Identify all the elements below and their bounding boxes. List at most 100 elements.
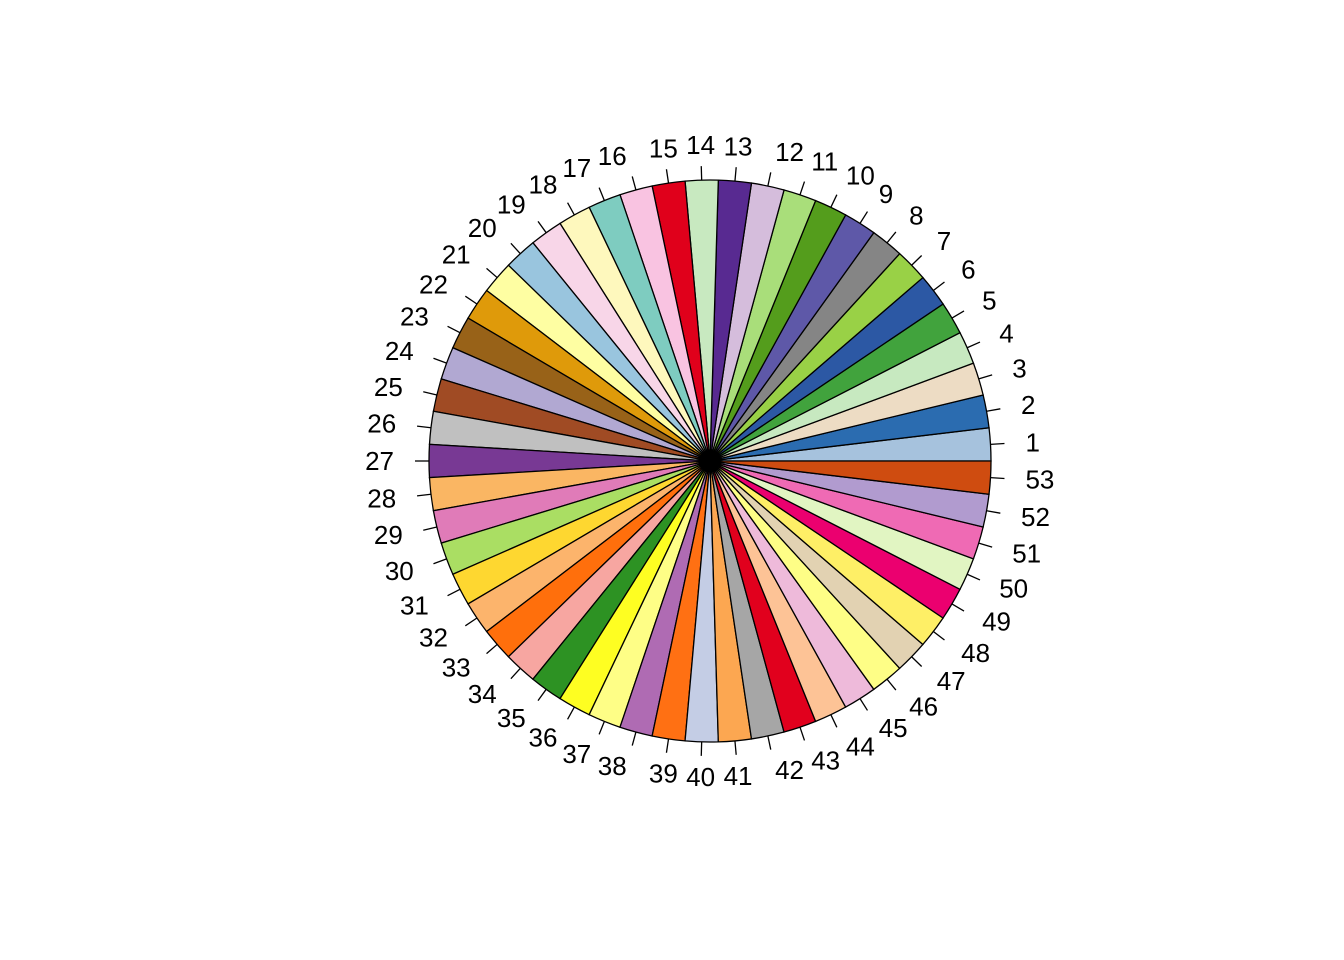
label-tick-32 bbox=[464, 617, 478, 627]
label-tick-45 bbox=[859, 698, 869, 711]
slice-label-7: 7 bbox=[937, 226, 951, 256]
slice-label-18: 18 bbox=[529, 169, 558, 199]
slice-label-26: 26 bbox=[367, 409, 396, 439]
slice-label-6: 6 bbox=[961, 254, 975, 284]
slice-label-45: 45 bbox=[879, 713, 908, 743]
label-tick-15 bbox=[665, 169, 670, 184]
label-tick-9 bbox=[859, 211, 869, 224]
slice-label-48: 48 bbox=[961, 638, 990, 668]
slice-label-30: 30 bbox=[385, 556, 414, 586]
label-tick-7 bbox=[911, 255, 923, 266]
slice-label-51: 51 bbox=[1012, 538, 1041, 568]
label-tick-35 bbox=[537, 688, 547, 702]
slice-label-2: 2 bbox=[1021, 390, 1035, 420]
slice-label-16: 16 bbox=[598, 141, 627, 171]
slice-label-40: 40 bbox=[686, 762, 715, 792]
slice-label-12: 12 bbox=[775, 137, 804, 167]
slice-label-43: 43 bbox=[811, 745, 840, 775]
slice-label-25: 25 bbox=[374, 372, 403, 402]
slice-label-32: 32 bbox=[419, 623, 448, 653]
slice-label-5: 5 bbox=[982, 285, 996, 315]
slice-label-36: 36 bbox=[529, 723, 558, 753]
label-tick-22 bbox=[464, 295, 478, 305]
label-tick-11 bbox=[799, 181, 806, 196]
label-tick-19 bbox=[537, 220, 547, 234]
slice-label-13: 13 bbox=[724, 131, 753, 161]
label-tick-38 bbox=[631, 731, 637, 746]
slice-label-38: 38 bbox=[598, 751, 627, 781]
label-tick-10 bbox=[830, 194, 838, 208]
slice-label-10: 10 bbox=[846, 161, 875, 191]
slice-label-28: 28 bbox=[367, 483, 396, 513]
pie-slice-53 bbox=[709, 460, 992, 495]
slice-label-3: 3 bbox=[1012, 354, 1026, 384]
label-tick-18 bbox=[567, 202, 575, 216]
label-tick-33 bbox=[486, 643, 498, 655]
slice-label-50: 50 bbox=[999, 573, 1028, 603]
label-tick-29 bbox=[423, 526, 438, 531]
label-tick-13 bbox=[734, 167, 737, 182]
slice-label-4: 4 bbox=[999, 319, 1013, 349]
label-tick-50 bbox=[966, 573, 981, 581]
label-tick-49 bbox=[951, 603, 965, 612]
slice-label-47: 47 bbox=[937, 666, 966, 696]
label-tick-28 bbox=[416, 493, 432, 497]
label-tick-41 bbox=[734, 740, 737, 755]
slice-label-1: 1 bbox=[1025, 427, 1039, 457]
label-tick-16 bbox=[631, 176, 637, 191]
label-tick-52 bbox=[986, 510, 1001, 514]
slice-label-31: 31 bbox=[400, 590, 429, 620]
label-tick-51 bbox=[978, 542, 993, 548]
label-tick-44 bbox=[830, 714, 838, 728]
label-tick-8 bbox=[886, 231, 897, 244]
pie-slices bbox=[428, 179, 992, 743]
slice-label-29: 29 bbox=[374, 520, 403, 550]
label-tick-42 bbox=[767, 735, 772, 750]
slice-label-42: 42 bbox=[775, 755, 804, 785]
slice-labels: 1234567891011121314151617181920212223242… bbox=[365, 130, 1054, 792]
label-tick-39 bbox=[665, 738, 670, 753]
slice-label-15: 15 bbox=[649, 133, 678, 163]
label-tick-37 bbox=[598, 721, 605, 735]
slice-label-14: 14 bbox=[686, 130, 715, 160]
label-tick-34 bbox=[510, 667, 521, 680]
label-ticks bbox=[415, 166, 1005, 756]
slice-label-52: 52 bbox=[1021, 502, 1050, 532]
label-tick-26 bbox=[416, 425, 432, 429]
label-tick-47 bbox=[911, 656, 923, 667]
slice-label-20: 20 bbox=[468, 213, 497, 243]
label-tick-36 bbox=[567, 706, 575, 720]
slice-label-41: 41 bbox=[724, 761, 753, 791]
label-tick-17 bbox=[598, 187, 605, 201]
slice-label-22: 22 bbox=[419, 269, 448, 299]
slice-label-34: 34 bbox=[468, 679, 497, 709]
slice-label-33: 33 bbox=[442, 652, 471, 682]
label-tick-46 bbox=[886, 678, 897, 691]
label-tick-1 bbox=[990, 442, 1005, 445]
slice-label-37: 37 bbox=[562, 739, 591, 769]
slice-label-39: 39 bbox=[649, 759, 678, 789]
label-tick-20 bbox=[510, 242, 521, 255]
slice-label-8: 8 bbox=[909, 201, 923, 231]
label-tick-5 bbox=[951, 310, 965, 319]
slice-label-9: 9 bbox=[879, 179, 893, 209]
label-tick-30 bbox=[433, 558, 447, 565]
slice-label-21: 21 bbox=[442, 240, 471, 270]
label-tick-53 bbox=[990, 477, 1005, 480]
slice-label-35: 35 bbox=[497, 703, 526, 733]
slice-label-49: 49 bbox=[982, 607, 1011, 637]
label-tick-3 bbox=[978, 374, 993, 380]
slice-label-27: 27 bbox=[365, 446, 394, 476]
label-tick-12 bbox=[767, 172, 772, 187]
label-tick-6 bbox=[932, 281, 945, 292]
slice-label-44: 44 bbox=[846, 731, 875, 761]
slice-label-19: 19 bbox=[497, 189, 526, 219]
label-tick-43 bbox=[799, 726, 806, 741]
label-tick-21 bbox=[486, 267, 498, 279]
label-tick-23 bbox=[447, 325, 461, 334]
slice-label-24: 24 bbox=[385, 336, 414, 366]
label-tick-31 bbox=[447, 588, 461, 597]
label-tick-24 bbox=[433, 357, 447, 364]
label-tick-25 bbox=[423, 391, 438, 396]
